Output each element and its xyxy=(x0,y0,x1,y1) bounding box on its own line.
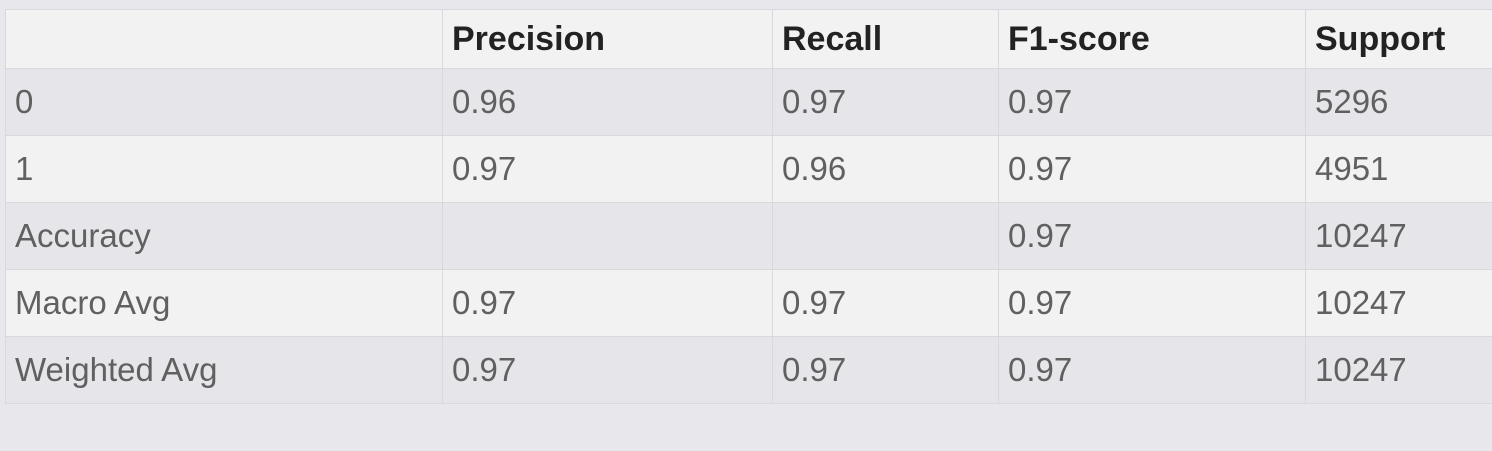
precision-cell: 0.97 xyxy=(442,135,773,203)
row-label-cell: 0 xyxy=(5,68,443,136)
classification-report-table: Precision Recall F1-score Support 0 0.96… xyxy=(5,9,1492,404)
support-cell: 5296 xyxy=(1305,68,1492,136)
support-cell: 10247 xyxy=(1305,336,1492,404)
f1-score-cell: 0.97 xyxy=(998,269,1306,337)
header-cell-precision: Precision xyxy=(442,9,773,69)
support-cell: 10247 xyxy=(1305,202,1492,270)
precision-cell: 0.97 xyxy=(442,336,773,404)
precision-cell: 0.96 xyxy=(442,68,773,136)
f1-score-cell: 0.97 xyxy=(998,135,1306,203)
recall-cell: 0.97 xyxy=(772,68,999,136)
recall-cell xyxy=(772,202,999,270)
precision-cell: 0.97 xyxy=(442,269,773,337)
recall-cell: 0.97 xyxy=(772,336,999,404)
row-label-cell: Macro Avg xyxy=(5,269,443,337)
header-row: Precision Recall F1-score Support xyxy=(5,9,1492,69)
f1-score-cell: 0.97 xyxy=(998,202,1306,270)
f1-score-cell: 0.97 xyxy=(998,68,1306,136)
table-header: Precision Recall F1-score Support xyxy=(5,9,1492,69)
f1-score-cell: 0.97 xyxy=(998,336,1306,404)
table-row: Macro Avg 0.97 0.97 0.97 10247 xyxy=(5,269,1492,337)
header-cell-f1-score: F1-score xyxy=(998,9,1306,69)
precision-cell xyxy=(442,202,773,270)
table-body: 0 0.96 0.97 0.97 5296 1 0.97 0.96 0.97 4… xyxy=(5,68,1492,404)
row-label-cell: 1 xyxy=(5,135,443,203)
table-row: 0 0.96 0.97 0.97 5296 xyxy=(5,68,1492,136)
header-cell-recall: Recall xyxy=(772,9,999,69)
row-label-cell: Accuracy xyxy=(5,202,443,270)
recall-cell: 0.97 xyxy=(772,269,999,337)
header-cell-label xyxy=(5,9,443,69)
header-cell-support: Support xyxy=(1305,9,1492,69)
table-row: Accuracy 0.97 10247 xyxy=(5,202,1492,270)
table-row: 1 0.97 0.96 0.97 4951 xyxy=(5,135,1492,203)
recall-cell: 0.96 xyxy=(772,135,999,203)
support-cell: 10247 xyxy=(1305,269,1492,337)
table-row: Weighted Avg 0.97 0.97 0.97 10247 xyxy=(5,336,1492,404)
support-cell: 4951 xyxy=(1305,135,1492,203)
row-label-cell: Weighted Avg xyxy=(5,336,443,404)
